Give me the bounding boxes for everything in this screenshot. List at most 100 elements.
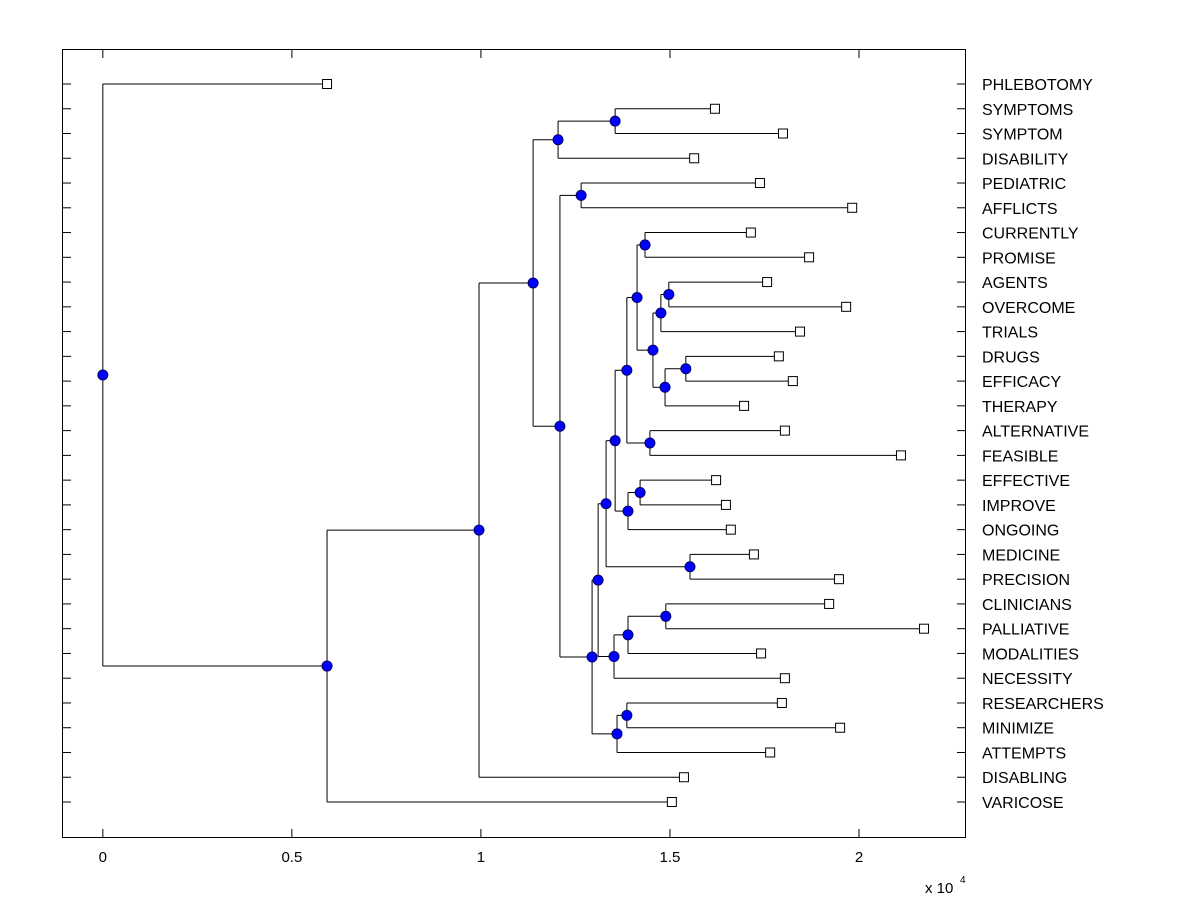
x-axis-ticks: 0 0.5 1 1.5 2: [99, 49, 863, 866]
leaf-marker-minimize: [835, 722, 846, 733]
x-tick-label: 1.5: [660, 849, 681, 866]
leaf-label-symptoms: SYMPTOMS: [982, 102, 1073, 119]
leaf-marker-trials: [795, 326, 806, 337]
leaf-marker-currently: [745, 227, 756, 238]
leaf-label-currently: CURRENTLY: [982, 226, 1079, 243]
leaf-marker-varicose: [666, 797, 677, 807]
y-axis-ticks: [62, 83, 966, 803]
cluster-node-marker: [622, 629, 634, 641]
leaf-label-varicose: VARICOSE: [982, 795, 1064, 812]
leaf-label-improve: IMPROVE: [982, 498, 1056, 515]
cluster-node-marker: [473, 524, 485, 536]
leaf-label-alternative: ALTERNATIVE: [982, 424, 1089, 441]
x-tick-label: 0.5: [281, 849, 302, 866]
leaf-label-therapy: THERAPY: [982, 399, 1058, 416]
cluster-node-marker: [609, 435, 621, 447]
leaf-label-ongoing: ONGOING: [982, 523, 1059, 540]
leaf-marker-drugs: [773, 351, 784, 362]
leaf-marker-precision: [833, 574, 844, 585]
leaf-label-phlebotomy: PHLEBOTOMY: [982, 77, 1093, 94]
cluster-node-marker: [621, 709, 633, 721]
x-tick-label: 0: [99, 849, 107, 866]
leaf-label-disability: DISABILITY: [982, 151, 1069, 168]
leaf-label-symptom: SYMPTOM: [982, 127, 1063, 144]
leaf-label-drugs: DRUGS: [982, 349, 1040, 366]
leaf-marker-afflicts: [847, 202, 858, 213]
leaf-marker-disability: [689, 153, 700, 164]
cluster-node-marker: [663, 288, 675, 300]
leaf-marker-phlebotomy: [322, 79, 333, 89]
leaf-marker-feasible: [895, 450, 906, 461]
cluster-node-marker: [639, 239, 651, 251]
leaf-marker-modalities: [756, 648, 767, 659]
leaf-marker-palliative: [919, 623, 930, 634]
leaf-labels: PHLEBOTOMY SYMPTOMS SYMPTOM DISABILITY PEDIA…: [982, 77, 1104, 812]
cluster-node-marker: [586, 651, 598, 663]
leaf-label-disabling: DISABLING: [982, 770, 1067, 787]
leaf-label-overcome: OVERCOME: [982, 300, 1075, 317]
leaf-marker-researchers: [776, 697, 787, 708]
leaf-label-researchers: RESEARCHERS: [982, 696, 1104, 713]
cluster-node-marker: [552, 134, 564, 146]
node-markers: [97, 115, 696, 740]
leaf-marker-improve: [720, 499, 731, 510]
leaf-marker-effective: [711, 475, 722, 486]
cluster-node-marker: [647, 344, 659, 356]
cluster-node-marker: [600, 498, 612, 510]
cluster-node-marker: [644, 437, 656, 449]
leaf-marker-symptoms: [709, 103, 720, 114]
cluster-node-marker: [659, 381, 671, 393]
leaf-label-agents: AGENTS: [982, 275, 1048, 292]
cluster-node-marker: [621, 364, 633, 376]
leaf-marker-ongoing: [725, 524, 736, 535]
leaf-marker-attempts: [765, 747, 776, 758]
leaf-marker-alternative: [779, 425, 790, 436]
leaf-marker-necessity: [779, 673, 790, 684]
x-tick-label: 2: [855, 849, 863, 866]
cluster-node-marker: [684, 561, 696, 573]
leaf-marker-clinicians: [824, 598, 835, 609]
cluster-node-marker: [321, 660, 333, 672]
leaf-marker-medicine: [748, 549, 759, 560]
cluster-node-marker: [655, 307, 667, 319]
cluster-node-marker: [554, 420, 566, 432]
cluster-node-marker: [680, 363, 692, 375]
axes-box: [62, 49, 966, 838]
cluster-node-marker: [611, 728, 623, 740]
leaf-marker-therapy: [739, 400, 750, 411]
leaf-label-promise: PROMISE: [982, 250, 1056, 267]
leaf-label-attempts: ATTEMPTS: [982, 745, 1066, 762]
plot-area: [62, 49, 966, 838]
cluster-node-marker: [631, 292, 643, 304]
leaf-label-trials: TRIALS: [982, 325, 1038, 342]
x-axis-exponent-superscript: 4: [960, 875, 966, 886]
leaf-label-medicine: MEDICINE: [982, 547, 1060, 564]
cluster-node-marker: [660, 610, 672, 622]
leaf-marker-efficacy: [787, 376, 798, 387]
leaf-label-necessity: NECESSITY: [982, 671, 1073, 688]
leaf-label-precision: PRECISION: [982, 572, 1070, 589]
cluster-node-marker: [609, 115, 621, 127]
leaf-label-efficacy: EFFICACY: [982, 374, 1061, 391]
cluster-node-marker: [622, 505, 634, 517]
cluster-node-marker: [527, 277, 539, 289]
leaf-marker-symptom: [778, 128, 789, 139]
leaf-label-effective: EFFECTIVE: [982, 473, 1070, 490]
cluster-node-marker: [634, 487, 646, 499]
leaf-markers: [322, 79, 930, 807]
leaf-marker-pediatric: [754, 178, 765, 189]
leaf-label-afflicts: AFFLICTS: [982, 201, 1058, 218]
leaf-marker-overcome: [841, 301, 852, 312]
cluster-node-marker: [608, 651, 620, 663]
leaf-label-minimize: MINIMIZE: [982, 721, 1054, 738]
leaf-label-modalities: MODALITIES: [982, 646, 1079, 663]
cluster-node-marker: [592, 574, 604, 586]
leaf-label-palliative: PALLIATIVE: [982, 622, 1069, 639]
leaf-label-clinicians: CLINICIANS: [982, 597, 1072, 614]
leaf-label-pediatric: PEDIATRIC: [982, 176, 1066, 193]
leaf-marker-promise: [804, 252, 815, 263]
leaf-label-feasible: FEASIBLE: [982, 448, 1058, 465]
leaf-marker-disabling: [678, 772, 689, 783]
x-axis-exponent-label: x 10: [925, 880, 953, 897]
